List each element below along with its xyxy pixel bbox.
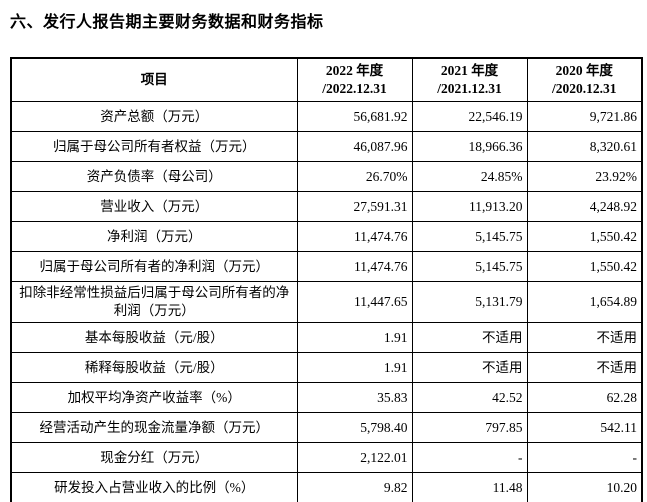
value-cell-2020: 10.20 <box>526 472 643 502</box>
value-cell-2020: 8,320.61 <box>526 131 643 162</box>
section-title: 六、发行人报告期主要财务数据和财务指标 <box>10 14 324 31</box>
value-cell-2021: 5,145.75 <box>411 251 528 282</box>
header-year-2022: 2022 年度 /2022.12.31 <box>296 57 413 102</box>
table-row: 归属于母公司所有者权益（万元） 46,087.96 18,966.36 8,32… <box>10 131 643 162</box>
value-cell-2021: 5,131.79 <box>411 281 528 323</box>
value-cell-2022: 56,681.92 <box>296 101 413 132</box>
item-cell: 经营活动产生的现金流量净额（万元） <box>10 412 298 443</box>
value-cell-2022: 1.91 <box>296 322 413 353</box>
value-cell-2021: 不适用 <box>411 322 528 353</box>
table-body: 资产总额（万元） 56,681.92 22,546.19 9,721.86 归属… <box>10 101 643 502</box>
table-row: 资产总额（万元） 56,681.92 22,546.19 9,721.86 <box>10 101 643 132</box>
value-cell-2021: 18,966.36 <box>411 131 528 162</box>
item-cell: 归属于母公司所有者的净利润（万元） <box>10 251 298 282</box>
item-cell: 资产总额（万元） <box>10 101 298 132</box>
table-row: 稀释每股收益（元/股） 1.91 不适用 不适用 <box>10 352 643 383</box>
header-year-2020: 2020 年度 /2020.12.31 <box>526 57 643 102</box>
value-cell-2020: 1,654.89 <box>526 281 643 323</box>
value-cell-2021: 11,913.20 <box>411 191 528 222</box>
header-year-2021: 2021 年度 /2021.12.31 <box>411 57 528 102</box>
item-cell: 营业收入（万元） <box>10 191 298 222</box>
header-year-2022-line2: /2022.12.31 <box>322 81 387 96</box>
value-cell-2021: 11.48 <box>411 472 528 502</box>
item-cell: 加权平均净资产收益率（%） <box>10 382 298 413</box>
table-row: 营业收入（万元） 27,591.31 11,913.20 4,248.92 <box>10 191 643 222</box>
value-cell-2020: 62.28 <box>526 382 643 413</box>
header-year-2021-line1: 2021 年度 <box>440 63 499 78</box>
header-year-2021-line2: /2021.12.31 <box>437 81 502 96</box>
value-cell-2021: 42.52 <box>411 382 528 413</box>
value-cell-2022: 11,474.76 <box>296 221 413 252</box>
header-year-2020-line2: /2020.12.31 <box>551 81 617 96</box>
value-cell-2021: 24.85% <box>411 161 528 192</box>
item-cell: 归属于母公司所有者权益（万元） <box>10 131 298 162</box>
value-cell-2020: 542.11 <box>526 412 643 443</box>
value-cell-2021: 22,546.19 <box>411 101 528 132</box>
table-row: 研发投入占营业收入的比例（%） 9.82 11.48 10.20 <box>10 472 643 502</box>
value-cell-2022: 9.82 <box>296 472 413 502</box>
value-cell-2022: 11,474.76 <box>296 251 413 282</box>
value-cell-2022: 27,591.31 <box>296 191 413 222</box>
value-cell-2020: 1,550.42 <box>526 251 643 282</box>
item-cell: 研发投入占营业收入的比例（%） <box>10 472 298 502</box>
item-cell: 基本每股收益（元/股） <box>10 322 298 353</box>
value-cell-2022: 35.83 <box>296 382 413 413</box>
value-cell-2020: 9,721.86 <box>526 101 643 132</box>
value-cell-2021: 797.85 <box>411 412 528 443</box>
value-cell-2022: 2,122.01 <box>296 442 413 473</box>
table-row: 经营活动产生的现金流量净额（万元） 5,798.40 797.85 542.11 <box>10 412 643 443</box>
header-item-column: 项目 <box>10 57 298 102</box>
value-cell-2020: 不适用 <box>526 352 643 383</box>
value-cell-2022: 5,798.40 <box>296 412 413 443</box>
table-row: 现金分红（万元） 2,122.01 - - <box>10 442 643 473</box>
value-cell-2021: 不适用 <box>411 352 528 383</box>
value-cell-2020: 4,248.92 <box>526 191 643 222</box>
table-row: 基本每股收益（元/股） 1.91 不适用 不适用 <box>10 322 643 353</box>
table-row: 归属于母公司所有者的净利润（万元） 11,474.76 5,145.75 1,5… <box>10 251 643 282</box>
item-cell: 净利润（万元） <box>10 221 298 252</box>
value-cell-2021: - <box>411 442 528 473</box>
value-cell-2020: 1,550.42 <box>526 221 643 252</box>
item-cell: 扣除非经常性损益后归属于母公司所有者的净利润（万元） <box>10 281 298 323</box>
value-cell-2022: 26.70% <box>296 161 413 192</box>
item-cell: 稀释每股收益（元/股） <box>10 352 298 383</box>
header-year-2020-line1: 2020 年度 <box>555 63 613 78</box>
value-cell-2020: - <box>526 442 643 473</box>
value-cell-2021: 5,145.75 <box>411 221 528 252</box>
header-year-2022-line1: 2022 年度 <box>325 63 384 78</box>
table-header-row: 项目 2022 年度 /2022.12.31 2021 年度 /2021.12.… <box>10 57 643 102</box>
value-cell-2020: 不适用 <box>526 322 643 353</box>
item-cell: 资产负债率（母公司） <box>10 161 298 192</box>
table-row: 资产负债率（母公司） 26.70% 24.85% 23.92% <box>10 161 643 192</box>
value-cell-2020: 23.92% <box>526 161 643 192</box>
value-cell-2022: 46,087.96 <box>296 131 413 162</box>
value-cell-2022: 11,447.65 <box>296 281 413 323</box>
value-cell-2022: 1.91 <box>296 352 413 383</box>
table-row: 净利润（万元） 11,474.76 5,145.75 1,550.42 <box>10 221 643 252</box>
financial-data-table: 项目 2022 年度 /2022.12.31 2021 年度 /2021.12.… <box>10 57 643 502</box>
item-cell: 现金分红（万元） <box>10 442 298 473</box>
table-row: 扣除非经常性损益后归属于母公司所有者的净利润（万元） 11,447.65 5,1… <box>10 281 643 323</box>
table-row: 加权平均净资产收益率（%） 35.83 42.52 62.28 <box>10 382 643 413</box>
